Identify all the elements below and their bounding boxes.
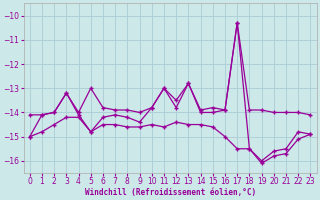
X-axis label: Windchill (Refroidissement éolien,°C): Windchill (Refroidissement éolien,°C)	[84, 188, 256, 197]
